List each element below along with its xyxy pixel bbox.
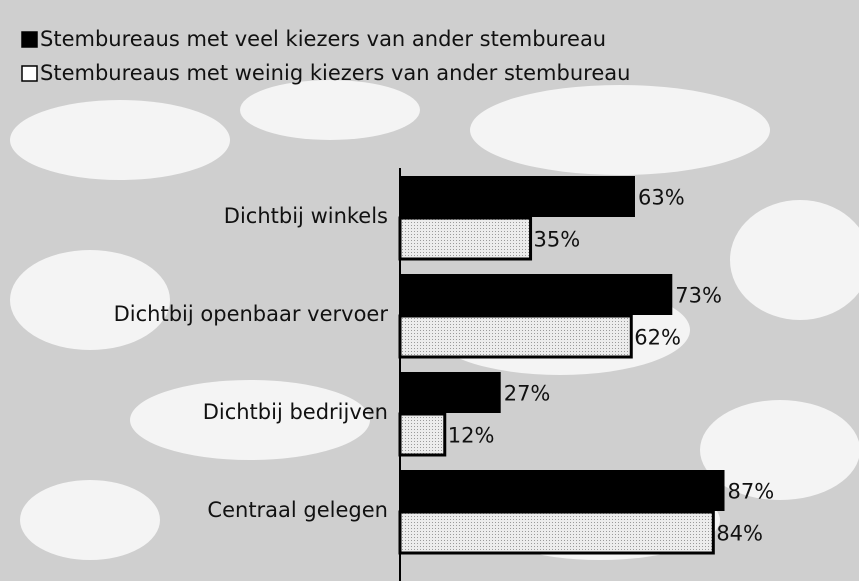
- y-tick-label: Dichtbij bedrijven: [203, 400, 388, 424]
- value-label: 63%: [638, 186, 685, 210]
- bar: [400, 274, 673, 315]
- value-label: 35%: [534, 228, 581, 252]
- y-tick-label: Centraal gelegen: [207, 498, 388, 522]
- bar: [400, 372, 501, 413]
- value-label: 27%: [504, 382, 551, 406]
- y-tick-label: Dichtbij winkels: [224, 204, 388, 228]
- value-label: 12%: [448, 424, 495, 448]
- bar: [398, 314, 633, 359]
- value-label: 73%: [675, 284, 722, 308]
- bar: [398, 510, 715, 555]
- y-tick-label: Dichtbij openbaar vervoer: [114, 302, 389, 326]
- legend-swatch: [21, 31, 38, 48]
- value-label: 62%: [634, 326, 681, 350]
- legend-label: Stembureaus met veel kiezers van ander s…: [40, 27, 606, 51]
- value-label: 84%: [716, 522, 763, 546]
- bar: [400, 470, 725, 511]
- bar: [398, 412, 447, 457]
- bar: [400, 176, 635, 217]
- legend-label: Stembureaus met weinig kiezers van ander…: [40, 61, 630, 85]
- value-label: 87%: [728, 480, 775, 504]
- bar: [398, 216, 533, 261]
- legend-swatch: [21, 65, 38, 82]
